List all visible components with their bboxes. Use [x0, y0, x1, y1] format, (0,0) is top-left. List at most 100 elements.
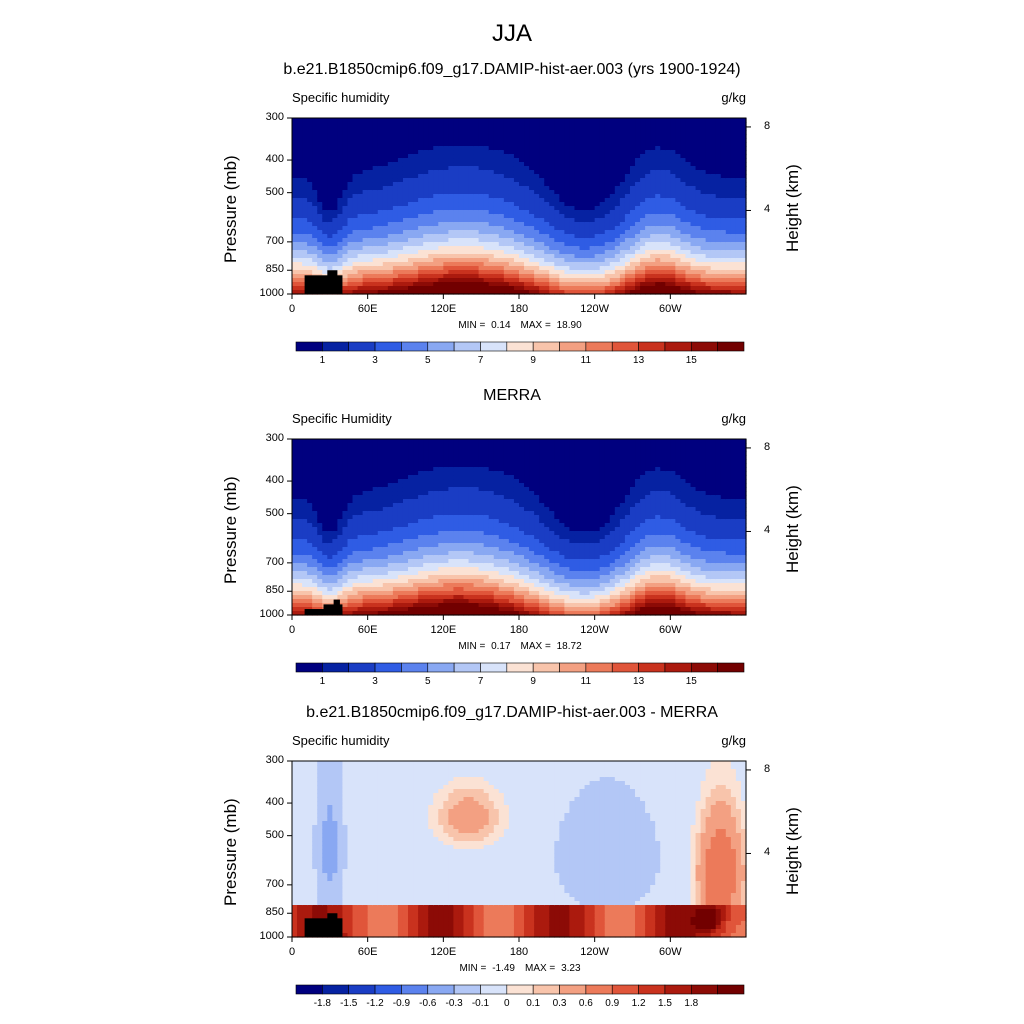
contour-cell	[483, 242, 490, 247]
contour-cell	[584, 278, 591, 283]
contour-cell	[675, 134, 682, 139]
contour-cell	[629, 226, 636, 231]
contour-cell	[574, 266, 581, 271]
contour-cell	[554, 222, 560, 227]
contour-cell	[342, 218, 349, 223]
contour-cell	[579, 182, 586, 187]
contour-cell	[408, 178, 414, 183]
contour-cell	[367, 142, 374, 147]
contour-cell	[579, 250, 586, 255]
contour-cell	[700, 290, 707, 295]
contour-cell	[579, 262, 586, 267]
contour-cell	[357, 218, 364, 223]
contour-cell	[544, 166, 550, 171]
contour-cell	[609, 266, 616, 271]
contour-cell	[463, 174, 470, 179]
contour-cell	[377, 154, 384, 159]
contour-cell	[524, 234, 530, 239]
contour-cell	[539, 214, 545, 219]
contour-cell	[428, 186, 434, 191]
contour-cell	[408, 150, 414, 155]
contour-cell	[730, 150, 737, 155]
contour-cell	[453, 270, 460, 275]
contour-cell	[327, 134, 333, 139]
contour-cell	[645, 258, 651, 263]
contour-cell	[569, 194, 576, 199]
contour-cell	[584, 186, 591, 191]
contour-cell	[599, 234, 606, 239]
contour-cell	[735, 230, 742, 235]
contour-cell	[453, 122, 460, 127]
contour-cell	[418, 126, 424, 131]
contour-cell	[513, 150, 520, 155]
contour-cell	[614, 238, 621, 243]
contour-cell	[594, 162, 601, 167]
contour-cell	[478, 202, 485, 207]
contour-cell	[589, 162, 596, 167]
contour-cell	[599, 214, 606, 219]
contour-cell	[367, 214, 374, 219]
contour-cell	[357, 126, 364, 131]
contour-cell	[695, 242, 702, 247]
contour-cell	[463, 290, 470, 295]
contour-cell	[428, 230, 434, 235]
contour-cell	[413, 170, 419, 175]
contour-cell	[448, 158, 455, 163]
contour-cell	[529, 190, 535, 195]
contour-cell	[619, 122, 626, 127]
contour-cell	[438, 246, 444, 251]
contour-cell	[488, 262, 495, 267]
contour-cell	[680, 270, 687, 275]
contour-cell	[599, 142, 606, 147]
contour-cell	[529, 186, 535, 191]
contour-cell	[519, 170, 525, 175]
contour-cell	[332, 262, 338, 267]
contour-cell	[453, 258, 460, 263]
contour-cell	[453, 222, 460, 227]
contour-cell	[574, 150, 581, 155]
contour-cell	[650, 146, 656, 151]
contour-cell	[594, 266, 601, 271]
contour-cell	[372, 162, 379, 167]
contour-cell	[297, 202, 303, 207]
contour-cell	[382, 278, 389, 283]
contour-cell	[347, 202, 354, 207]
contour-cell	[705, 254, 712, 259]
contour-cell	[503, 166, 510, 171]
contour-cell	[589, 146, 596, 151]
contour-cell	[629, 286, 636, 291]
contour-cell	[397, 198, 404, 203]
contour-cell	[443, 266, 449, 271]
contour-cell	[453, 250, 460, 255]
contour-cell	[619, 234, 626, 239]
contour-cell	[302, 202, 308, 207]
contour-cell	[297, 210, 303, 215]
contour-cell	[735, 138, 742, 143]
contour-cell	[508, 154, 515, 159]
contour-cell	[599, 130, 606, 135]
contour-cell	[660, 174, 666, 179]
contour-cell	[549, 186, 555, 191]
contour-cell	[513, 126, 520, 131]
contour-cell	[619, 230, 626, 235]
contour-cell	[297, 178, 303, 183]
contour-cell	[655, 246, 661, 251]
contour-cell	[559, 182, 565, 187]
contour-cell	[594, 182, 601, 187]
contour-cell	[534, 206, 540, 211]
contour-cell	[705, 234, 712, 239]
contour-cell	[397, 242, 404, 247]
contour-cell	[418, 118, 424, 123]
contour-cell	[609, 190, 616, 195]
contour-cell	[367, 122, 374, 127]
contour-cell	[594, 146, 601, 151]
contour-cell	[292, 146, 298, 151]
contour-cell	[680, 158, 687, 163]
contour-cell	[468, 258, 475, 263]
contour-cell	[473, 142, 480, 147]
contour-cell	[347, 274, 354, 279]
contour-cell	[402, 202, 409, 207]
contour-cell	[660, 154, 666, 159]
contour-cell	[720, 286, 727, 291]
contour-cell	[675, 146, 682, 151]
